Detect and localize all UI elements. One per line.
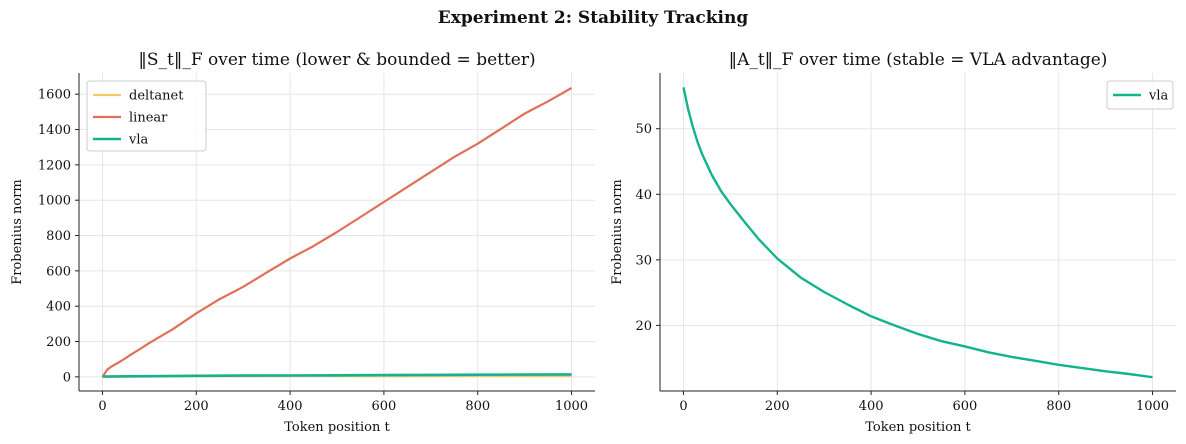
legend: deltanet linear vla [86,80,207,152]
x-tick-label: 200 [184,399,209,414]
figure-suptitle: Experiment 2: Stability Tracking [437,8,749,28]
y-tick-label: 200 [46,335,71,350]
chart-panel-right: 0 200 400 600 800 1000 20 30 40 50 ‖A_t‖_F over ti… [610,50,1176,435]
legend-label-deltanet: deltanet [129,89,184,104]
legend-box [86,80,207,152]
y-tick-label: 400 [46,300,71,315]
legend-label-linear: linear [129,111,168,126]
y-tick-label: 0 [63,370,71,385]
y-tick-label: 1200 [38,158,71,173]
x-tick-label: 400 [278,399,303,414]
x-tick-label: 1000 [1136,399,1169,414]
y-tick-label: 1600 [38,88,71,103]
x-tick-label: 600 [371,399,396,414]
x-tick-label: 600 [952,399,977,414]
y-tick-label: 20 [635,319,652,334]
x-axis-label: Token position t [284,420,390,435]
y-tick-label: 30 [635,253,652,268]
x-tick-label: 400 [859,399,884,414]
chart-panel-left: 0 200 400 600 800 1000 0 200 400 600 800 1000 1200 14… [10,50,595,435]
series-line-vla [682,87,1153,379]
x-tick-label: 800 [465,399,490,414]
y-axis-label: Frobenius norm [610,179,625,285]
series-line-linear [101,87,573,378]
legend-label-vla: vla [128,133,149,148]
y-tick-label: 50 [635,122,652,137]
y-tick-label: 40 [635,188,652,203]
x-tick-label: 200 [765,399,790,414]
x-tick-label: 1000 [555,399,588,414]
y-tick-label: 1000 [38,194,71,209]
x-tick-label: 800 [1046,399,1071,414]
y-tick-label: 1400 [38,123,71,138]
x-axis-label: Token position t [865,420,971,435]
y-axis-label: Frobenius norm [10,179,25,285]
x-tick-label: 0 [98,399,106,414]
y-tick-label: 600 [46,264,71,279]
legend: vla [1106,80,1174,110]
chart-title: ‖S_t‖_F over time (lower & bounded = bet… [138,50,535,70]
x-tick-label: 0 [679,399,687,414]
series-line-vla [102,373,572,378]
chart-title: ‖A_t‖_F over time (stable = VLA advantag… [729,50,1108,70]
y-tick-label: 800 [46,229,71,244]
legend-label-vla: vla [1148,89,1169,104]
